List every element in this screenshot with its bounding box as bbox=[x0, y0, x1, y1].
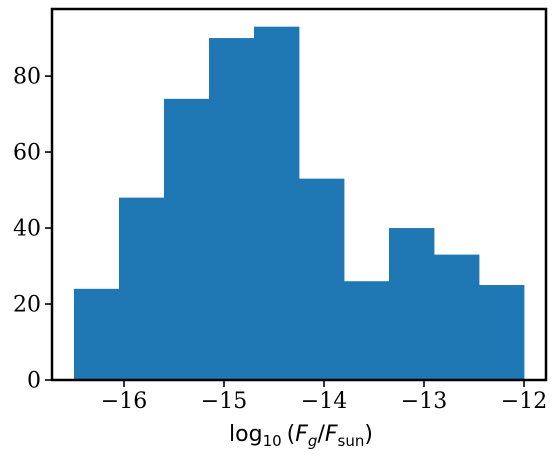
y-tick-label: 20 bbox=[13, 293, 41, 318]
y-tick-label: 80 bbox=[13, 65, 41, 90]
x-tick-label: −12 bbox=[501, 389, 547, 414]
histogram-bar-10 bbox=[479, 285, 525, 380]
y-tick-label: 60 bbox=[13, 141, 41, 166]
bars-group bbox=[74, 26, 525, 381]
x-axis-label-open-paren: ( bbox=[287, 422, 296, 447]
x-tick-label: −15 bbox=[201, 389, 247, 414]
x-tick-label: −14 bbox=[301, 389, 347, 414]
histogram-bar-6 bbox=[299, 178, 345, 380]
x-axis-label-base-subscript: 10 bbox=[263, 432, 282, 450]
x-tick-label: −13 bbox=[401, 389, 447, 414]
histogram-bar-5 bbox=[254, 26, 300, 380]
x-axis-label-numerator-subscript: g bbox=[308, 432, 318, 450]
y-ticks-group: 0 20 40 60 80 bbox=[13, 65, 52, 394]
axes-frame bbox=[50, 7, 548, 382]
x-axis-label-numerator: F bbox=[295, 422, 308, 447]
y-tick-label: 40 bbox=[13, 217, 41, 242]
histogram-bar-1 bbox=[74, 288, 120, 380]
x-axis-label-slash: / bbox=[317, 422, 325, 447]
histogram-bar-9 bbox=[434, 254, 480, 380]
x-ticks-group: −16 −15 −14 −13 −12 bbox=[101, 380, 547, 414]
y-tick-label: 0 bbox=[27, 369, 41, 394]
x-axis-label-base: log bbox=[229, 422, 263, 447]
histogram-bar-3 bbox=[164, 98, 210, 380]
x-axis-label: log10 (Fg/Fsun) bbox=[229, 422, 373, 450]
histogram-bar-8 bbox=[389, 228, 435, 380]
histogram-bar-2 bbox=[119, 197, 165, 380]
histogram-bar-4 bbox=[209, 38, 255, 381]
x-axis-label-close-paren: ) bbox=[364, 422, 373, 447]
histogram-bar-7 bbox=[344, 281, 390, 380]
x-tick-label: −16 bbox=[101, 389, 147, 414]
x-axis-label-denominator: F bbox=[325, 422, 338, 447]
x-axis-label-denominator-subscript: sun bbox=[338, 432, 365, 450]
